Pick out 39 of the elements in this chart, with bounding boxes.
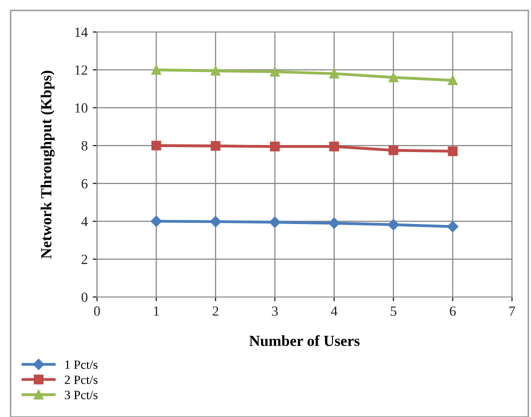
y-tick-label: 10	[75, 103, 88, 113]
x-axis-title: Number of Users	[249, 335, 360, 346]
legend-label: 3 Pct/s	[64, 390, 98, 400]
point	[210, 216, 222, 228]
y-tick-label: 0	[82, 292, 88, 302]
point	[388, 145, 398, 156]
point	[151, 140, 162, 150]
point	[388, 72, 398, 82]
point	[448, 75, 458, 86]
legend-label: 1 Pct/s	[65, 360, 98, 369]
point	[151, 64, 162, 75]
y-tick-label: 8	[82, 141, 88, 151]
point	[150, 216, 162, 227]
point	[329, 142, 340, 152]
point	[329, 68, 340, 79]
y-tick-label: 14	[75, 28, 88, 37]
point	[270, 142, 280, 152]
legend-label: 2 Pct/s	[64, 376, 98, 384]
x-tick-label: 5	[390, 306, 396, 316]
y-tick-label: 2	[82, 254, 88, 264]
point	[270, 66, 280, 77]
point	[388, 219, 400, 230]
x-tick-label: 6	[450, 306, 456, 316]
point	[447, 220, 458, 232]
x-tick-label: 2	[212, 306, 218, 316]
y-tick-label: 12	[75, 65, 88, 75]
x-tick-label: 3	[272, 306, 278, 316]
point	[210, 66, 220, 76]
point	[448, 146, 458, 156]
x-tick-label: 0	[94, 306, 100, 316]
x-tick-label: 4	[330, 306, 338, 316]
x-tick-label: 7	[509, 306, 516, 316]
y-tick-label: 4	[81, 216, 88, 226]
point	[328, 218, 340, 229]
y-axis-title: Network Throughput (Kbps)	[40, 70, 55, 259]
point	[269, 216, 280, 228]
x-tick-label: 1	[154, 306, 159, 316]
y-tick-label: 6	[82, 179, 88, 188]
point	[210, 141, 220, 151]
